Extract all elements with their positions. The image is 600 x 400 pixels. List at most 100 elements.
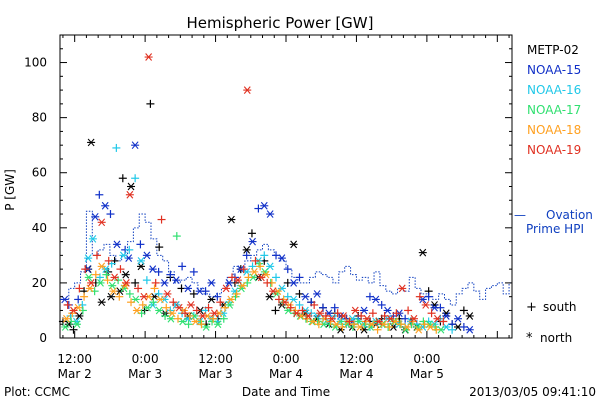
data-point-noaa-19 (368, 309, 377, 318)
data-point-noaa-19 (251, 256, 260, 265)
data-point-noaa-18 (232, 289, 241, 298)
data-point-noaa-19 (357, 311, 366, 320)
data-point-noaa-16 (272, 273, 281, 282)
data-point-noaa-15 (266, 210, 275, 218)
data-point-noaa-15 (377, 300, 386, 309)
data-point-noaa-18 (62, 314, 71, 323)
data-point-noaa-19 (116, 265, 125, 274)
data-point-metp-02 (69, 325, 78, 334)
data-point-noaa-19 (87, 279, 96, 287)
y-tick-label: 20 (32, 276, 47, 290)
marker-legend-south-label: south (543, 300, 577, 314)
data-point-noaa-19 (186, 301, 195, 309)
legend: METP-02 NOAA-15 NOAA-16 NOAA-17 NOAA-18 NOAA-… (527, 43, 581, 157)
data-point-noaa-15 (401, 314, 410, 323)
data-point-noaa-19 (204, 303, 213, 312)
data-point-noaa-15 (91, 212, 100, 221)
data-point-noaa-18 (385, 322, 394, 331)
data-point-noaa-19 (134, 284, 143, 293)
data-point-noaa-19 (75, 284, 84, 293)
ovation-hpi-line (60, 210, 512, 306)
ovation-step-line (60, 210, 512, 306)
data-point-noaa-16 (142, 276, 151, 285)
data-point-noaa-19 (421, 301, 430, 309)
data-point-noaa-15 (459, 322, 468, 331)
y-axis-label: P [GW] (3, 169, 17, 211)
data-point-noaa-19 (210, 309, 219, 318)
y-tick-label: 80 (32, 111, 47, 125)
y-tick-label: 100 (24, 56, 47, 70)
data-point-noaa-16 (119, 251, 128, 260)
data-point-noaa-15 (189, 267, 198, 276)
data-point-noaa-19 (157, 215, 166, 224)
data-point-noaa-15 (436, 303, 445, 312)
data-point-noaa-15 (272, 251, 281, 260)
legend-item-noaa-17: NOAA-17 (527, 103, 581, 117)
data-point-noaa-15 (283, 265, 292, 274)
data-point-noaa-16 (125, 245, 134, 254)
data-point-noaa-15 (101, 201, 110, 210)
data-point-noaa-18 (80, 292, 89, 301)
data-point-noaa-19 (233, 276, 242, 285)
data-point-metp-02 (97, 298, 106, 307)
data-point-noaa-19 (298, 306, 307, 315)
data-point-noaa-18 (414, 325, 423, 334)
data-point-metp-02 (118, 174, 127, 183)
data-point-noaa-15 (260, 201, 269, 210)
data-point-noaa-17 (61, 323, 70, 331)
x-tick-label-time: 12:00 (339, 352, 374, 366)
data-point-noaa-18 (138, 300, 147, 309)
data-point-noaa-18 (432, 325, 441, 334)
data-point-noaa-19 (398, 284, 407, 293)
ovation-legend-dash: — (514, 208, 526, 222)
data-point-noaa-15 (248, 237, 257, 246)
data-point-noaa-19 (227, 273, 236, 282)
data-point-metp-02 (418, 248, 427, 257)
data-point-metp-02 (87, 138, 96, 147)
data-point-noaa-15 (95, 190, 104, 199)
data-point-noaa-18 (314, 320, 323, 329)
data-point-noaa-19 (151, 278, 160, 287)
data-point-noaa-19 (192, 306, 201, 315)
ovation-legend-label-2: Prime HPI (526, 222, 584, 236)
data-point-noaa-19 (310, 300, 319, 309)
data-point-noaa-18 (168, 309, 177, 318)
data-point-noaa-15 (154, 267, 163, 276)
data-point-noaa-15 (242, 251, 251, 260)
data-point-noaa-15 (201, 287, 210, 296)
data-point-noaa-16 (137, 257, 146, 265)
data-point-noaa-18 (209, 314, 218, 323)
x-tick-label-time: 12:00 (57, 352, 92, 366)
legend-item-noaa-15: NOAA-15 (527, 63, 581, 77)
x-tick-label-time: 12:00 (198, 352, 233, 366)
footer-timestamp: 2013/03/05 09:41:10 (469, 385, 596, 399)
data-point-noaa-19 (125, 190, 134, 199)
data-point-noaa-16 (112, 143, 121, 152)
data-point-noaa-19 (439, 317, 448, 326)
x-tick-label-day: Mar 3 (128, 367, 162, 381)
data-point-noaa-15 (178, 262, 187, 271)
data-point-noaa-18 (156, 295, 165, 304)
marker-legend-north-label: north (540, 331, 572, 345)
x-tick-label-day: Mar 2 (58, 367, 92, 381)
data-point-noaa-19 (144, 53, 153, 61)
y-tick-label: 60 (32, 166, 47, 180)
x-tick-label-day: Mar 5 (410, 367, 444, 381)
data-point-noaa-19 (222, 284, 231, 293)
data-point-noaa-17 (184, 320, 193, 329)
data-point-noaa-18 (197, 320, 206, 329)
y-tick-label: 0 (39, 331, 47, 345)
data-point-noaa-17 (108, 281, 117, 290)
data-point-noaa-19 (181, 309, 190, 318)
data-point-noaa-18 (173, 314, 182, 323)
data-point-noaa-15 (136, 240, 145, 249)
data-point-noaa-19 (333, 309, 342, 318)
data-point-noaa-19 (374, 317, 383, 326)
y-axis: 0 20 40 60 80 100 (24, 34, 512, 345)
x-tick-label-day: Mar 4 (269, 367, 303, 381)
data-point-noaa-18 (373, 325, 382, 334)
data-point-noaa-19 (286, 303, 295, 312)
data-point-noaa-18 (350, 320, 359, 329)
legend-item-noaa-18: NOAA-18 (527, 123, 581, 137)
x-axis-label: Date and Time (242, 385, 330, 399)
